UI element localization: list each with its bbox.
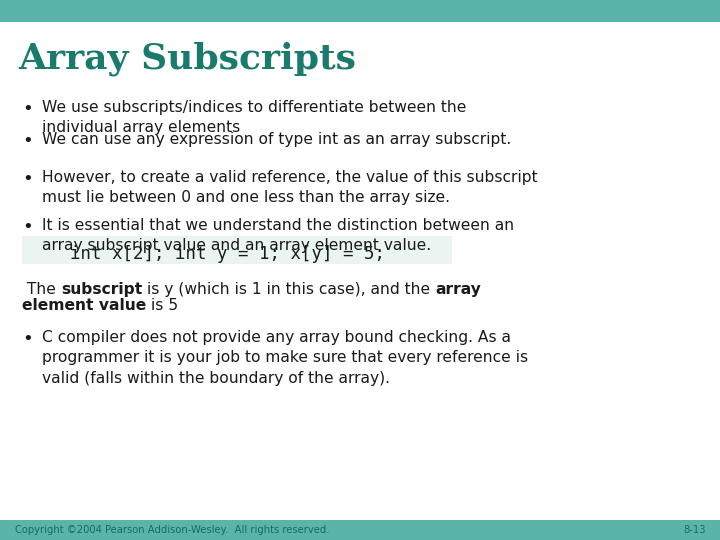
Text: Copyright ©2004 Pearson Addison-Wesley.  All rights reserved.: Copyright ©2004 Pearson Addison-Wesley. … <box>15 525 330 535</box>
Bar <box>22 236 452 264</box>
Text: Array Subscripts: Array Subscripts <box>18 42 356 77</box>
Bar <box>0 0 720 22</box>
Text: •: • <box>22 170 32 188</box>
Text: •: • <box>22 330 32 348</box>
Text: element value: element value <box>22 298 146 313</box>
Text: is 5: is 5 <box>146 298 179 313</box>
Text: int x[2]; int y = 1; x[y] = 5;: int x[2]; int y = 1; x[y] = 5; <box>28 245 385 263</box>
Text: However, to create a valid reference, the value of this subscript
must lie betwe: However, to create a valid reference, th… <box>42 170 538 205</box>
Text: is y (which is 1 in this case), and the: is y (which is 1 in this case), and the <box>142 282 435 297</box>
Bar <box>0 520 720 540</box>
Text: 8-13: 8-13 <box>683 525 706 535</box>
Text: subscript: subscript <box>60 282 142 297</box>
Text: We use subscripts/indices to differentiate between the
individual array elements: We use subscripts/indices to differentia… <box>42 100 467 136</box>
Text: •: • <box>22 100 32 118</box>
Text: •: • <box>22 218 32 236</box>
Text: array: array <box>435 282 481 297</box>
Text: C compiler does not provide any array bound checking. As a
programmer it is your: C compiler does not provide any array bo… <box>42 330 528 386</box>
Text: It is essential that we understand the distinction between an
array subscript va: It is essential that we understand the d… <box>42 218 514 253</box>
Text: The: The <box>22 282 60 297</box>
Text: •: • <box>22 132 32 150</box>
Text: We can use any expression of type int as an array subscript.: We can use any expression of type int as… <box>42 132 511 147</box>
